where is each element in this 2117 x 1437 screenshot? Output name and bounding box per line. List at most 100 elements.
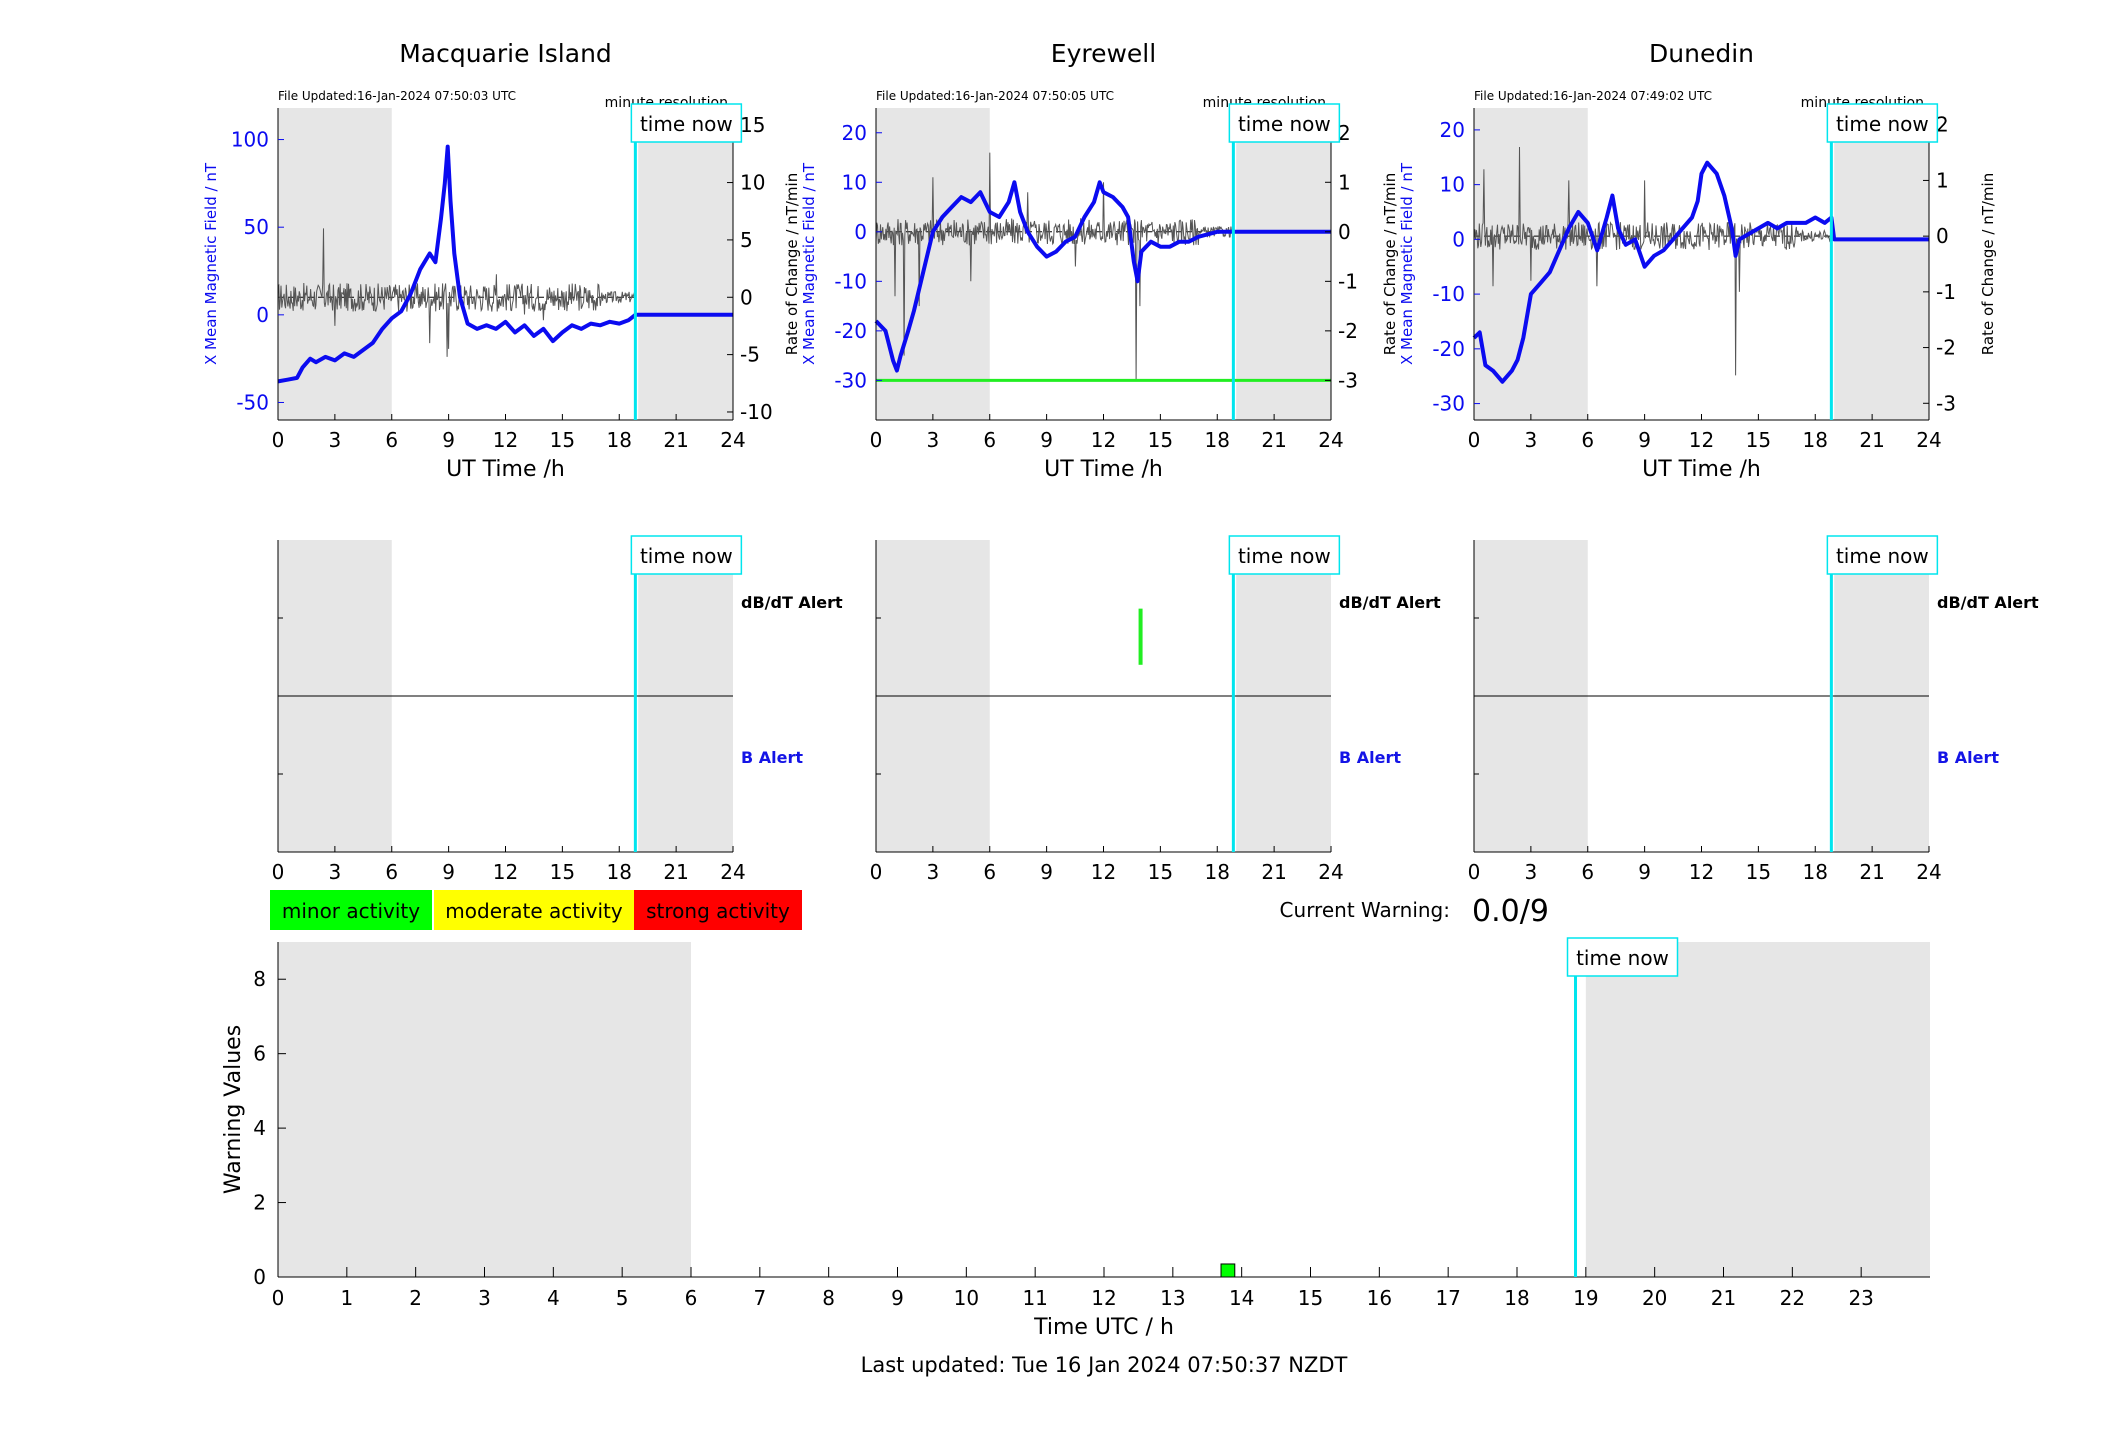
x-tick-label: 18 (607, 428, 632, 452)
right-y-axis-label: Rate of Change / nT/min (783, 173, 801, 355)
warning-y-tick-label: 0 (253, 1265, 266, 1289)
file-updated-label: File Updated:16-Jan-2024 07:49:02 UTC (1474, 89, 1712, 103)
warning-y-tick-label: 6 (253, 1042, 266, 1066)
left-y-tick-label: 20 (1440, 118, 1465, 142)
warning-x-tick-label: 17 (1435, 1286, 1460, 1310)
left-y-tick-label: -20 (1432, 337, 1465, 361)
left-y-tick-label: -30 (1432, 392, 1465, 416)
alert-x-tick-label: 18 (1803, 860, 1828, 884)
file-updated-label: File Updated:16-Jan-2024 07:50:05 UTC (876, 89, 1114, 103)
alert-x-tick-label: 12 (1091, 860, 1116, 884)
x-tick-label: 24 (1916, 428, 1941, 452)
alert-x-tick-label: 15 (1148, 860, 1173, 884)
grey-band (278, 108, 392, 420)
left-y-axis-label: X Mean Magnetic Field / nT (202, 162, 220, 365)
alert-x-tick-label: 9 (1638, 860, 1651, 884)
alert-x-tick-label: 6 (983, 860, 996, 884)
warning-x-tick-label: 6 (685, 1286, 698, 1310)
alert-x-tick-label: 0 (870, 860, 883, 884)
station-title: Eyrewell (1051, 39, 1156, 68)
x-axis-label: UT Time /h (446, 457, 565, 482)
right-y-tick-label: -3 (1338, 368, 1358, 392)
right-y-tick-label: 1 (1338, 170, 1351, 194)
legend-moderate-label: moderate activity (445, 899, 623, 923)
station-1: Eyrewell File Updated:16-Jan-2024 07:50:0… (800, 39, 1441, 884)
activity-legend: minor activity moderate activity strong … (270, 890, 1549, 930)
warning-x-tick-label: 4 (547, 1286, 560, 1310)
right-y-tick-label: -2 (1936, 336, 1956, 360)
alert-x-tick-label: 6 (385, 860, 398, 884)
x-axis-label: UT Time /h (1044, 457, 1163, 482)
warning-x-tick-label: 1 (340, 1286, 353, 1310)
dbdt-alert-label: dB/dT Alert (741, 593, 843, 612)
left-y-tick-label: 10 (1440, 173, 1465, 197)
warning-x-tick-label: 15 (1298, 1286, 1323, 1310)
legend-strong-label: strong activity (646, 899, 790, 923)
right-y-tick-label: -1 (1936, 280, 1956, 304)
warning-x-tick-label: 12 (1091, 1286, 1116, 1310)
warning-x-tick-label: 5 (616, 1286, 629, 1310)
x-tick-label: 12 (493, 428, 518, 452)
alert-x-tick-label: 21 (1859, 860, 1884, 884)
warning-grey-band (278, 942, 691, 1277)
alert-x-tick-label: 9 (1040, 860, 1053, 884)
left-y-tick-label: 20 (842, 121, 867, 145)
station-panels: Macquarie Island File Updated:16-Jan-2024… (202, 39, 2039, 884)
alert-time-now-box (630, 535, 743, 575)
warning-grey-band (1585, 942, 1930, 1277)
alert-x-tick-label: 18 (1205, 860, 1230, 884)
x-tick-label: 0 (1468, 428, 1481, 452)
warning-x-tick-label: 23 (1848, 1286, 1873, 1310)
station-2: Dunedin File Updated:16-Jan-2024 07:49:02… (1398, 39, 2039, 884)
warning-values-chart: 0 1 2 3 4 5 6 7 8 9 10 11 12 13 14 15 16 17 18 19 20 21 22 2302… (221, 937, 1930, 1340)
grey-band (1834, 108, 1929, 420)
rate-of-change-trace (277, 228, 636, 357)
alert-x-tick-label: 3 (927, 860, 940, 884)
alert-x-tick-label: 0 (1468, 860, 1481, 884)
x-tick-label: 6 (983, 428, 996, 452)
warning-y-tick-label: 2 (253, 1191, 266, 1215)
x-tick-label: 0 (870, 428, 883, 452)
x-axis-label: UT Time /h (1642, 457, 1761, 482)
left-y-tick-label: 50 (244, 215, 269, 239)
x-tick-label: 24 (720, 428, 745, 452)
dbdt-alert-label: dB/dT Alert (1937, 593, 2039, 612)
current-warning-value: 0.0/9 (1472, 894, 1549, 929)
b-alert-label: B Alert (1339, 748, 1401, 767)
alert-x-tick-label: 21 (663, 860, 688, 884)
file-updated-label: File Updated:16-Jan-2024 07:50:03 UTC (278, 89, 516, 103)
left-y-tick-label: 10 (842, 170, 867, 194)
warning-x-tick-label: 20 (1642, 1286, 1667, 1310)
b-alert-label: B Alert (1937, 748, 1999, 767)
left-y-tick-label: 0 (1452, 227, 1465, 251)
warning-x-tick-label: 21 (1711, 1286, 1736, 1310)
alert-time-now-box (1826, 535, 1939, 575)
left-y-tick-label: 0 (256, 303, 269, 327)
right-y-tick-label: 5 (740, 228, 753, 252)
station-0: Macquarie Island File Updated:16-Jan-2024… (202, 39, 843, 884)
warning-x-tick-label: 0 (272, 1286, 285, 1310)
left-y-tick-label: -10 (1432, 282, 1465, 306)
warning-time-now-label: time now (1576, 946, 1669, 970)
right-y-axis-label: Rate of Change / nT/min (1979, 173, 1997, 355)
legend-moderate-swatch (434, 890, 634, 930)
right-y-tick-label: -10 (740, 400, 773, 424)
left-y-tick-label: -50 (236, 390, 269, 414)
time-now-box (1228, 103, 1341, 143)
warning-y-axis-label: Warning Values (221, 1025, 246, 1194)
x-tick-label: 3 (329, 428, 342, 452)
mean-field-trace (277, 144, 733, 384)
right-y-tick-label: 0 (740, 285, 753, 309)
x-tick-label: 21 (1859, 428, 1884, 452)
right-y-tick-label: 1 (1936, 168, 1949, 192)
right-y-tick-label: 0 (1338, 220, 1351, 244)
dbdt-alert-mark (1138, 608, 1143, 665)
warning-x-tick-label: 8 (822, 1286, 835, 1310)
alert-x-tick-label: 24 (1318, 860, 1343, 884)
alert-x-tick-label: 12 (493, 860, 518, 884)
alert-x-tick-label: 15 (1746, 860, 1771, 884)
left-y-axis-label: X Mean Magnetic Field / nT (1398, 162, 1416, 365)
x-tick-label: 12 (1091, 428, 1116, 452)
warning-time-now-box (1566, 937, 1679, 977)
x-tick-label: 0 (272, 428, 285, 452)
